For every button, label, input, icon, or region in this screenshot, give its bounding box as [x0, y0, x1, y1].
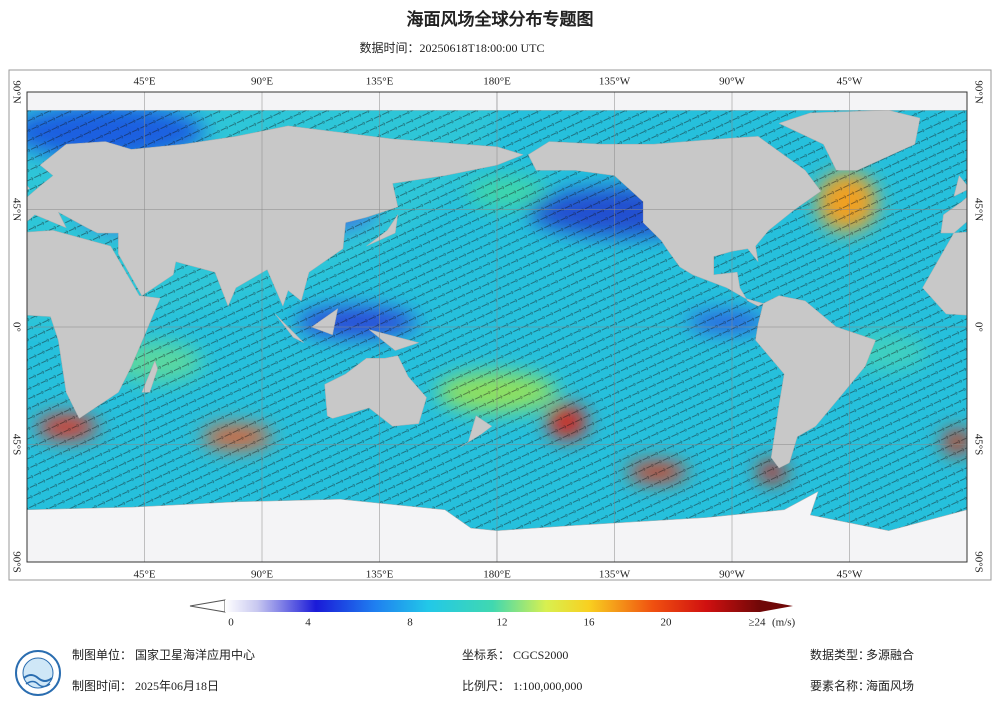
continent: [27, 230, 161, 419]
continent: [366, 214, 399, 247]
footer-label: 要素名称：: [810, 678, 870, 693]
graticule: [27, 92, 967, 562]
lat-label-right: 90°S: [972, 551, 984, 573]
lat-label-right: 45°N: [972, 198, 984, 221]
colorbar-label: 4: [305, 617, 311, 629]
continent: [311, 308, 339, 336]
lat-label-left: 90°S: [10, 551, 22, 573]
continent: [27, 125, 524, 307]
lat-label-right: 0°: [972, 322, 984, 332]
footer: 制图单位： 国家卫星海洋应用中心 坐标系： CGCS2000 数据类型：多源融合制图时间…: [72, 647, 914, 693]
colorbar: [225, 600, 760, 612]
lon-label-top: 90°W: [719, 76, 745, 88]
lon-label-top: 45°E: [133, 76, 155, 88]
footer-label: 比例尺：: [462, 679, 510, 693]
colorbar-low: [189, 599, 226, 613]
footer-value: 国家卫星海洋应用中心: [135, 647, 255, 662]
footer-label: 数据类型：: [810, 647, 870, 662]
continent: [368, 329, 420, 351]
colorbar-label: 16: [584, 617, 596, 629]
lon-label-top: 135°E: [366, 76, 394, 88]
continent: [141, 360, 158, 393]
lon-label-top: 90°E: [251, 76, 273, 88]
footer-value: 海面风场: [866, 678, 914, 693]
lon-label-bottom: 45°W: [837, 569, 863, 581]
footer-label: 制图时间：: [72, 679, 132, 693]
lon-label-top: 45°W: [837, 76, 863, 88]
continent: [755, 295, 876, 469]
logo: [15, 650, 61, 696]
map-border: [26, 91, 968, 563]
lat-label-left: 0°: [10, 322, 22, 332]
colorbar-label: 20: [661, 617, 673, 629]
footer-label: 坐标系：: [462, 648, 510, 662]
lat-label-right: 90°N: [972, 80, 984, 103]
lon-label-bottom: 135°E: [366, 569, 394, 581]
ice: [496, 92, 967, 111]
lon-label-bottom: 45°E: [133, 569, 155, 581]
map-body: [27, 92, 967, 562]
lon-label-bottom: 180°E: [483, 569, 511, 581]
map-frame: [8, 69, 992, 581]
lon-label-top: 180°E: [483, 76, 511, 88]
colorbar-label: 0: [228, 617, 234, 629]
footer-value: 1:100,000,000: [513, 679, 582, 693]
continent: [27, 184, 30, 191]
continent: [953, 175, 967, 197]
ice: [27, 92, 498, 111]
axis-labels: 45°E 45°E 90°E 90°E 135°E 135°E 180°E 180°E 135°…: [10, 76, 984, 581]
footer-value: CGCS2000: [513, 648, 568, 662]
footer-label: 制图单位：: [72, 647, 132, 662]
lon-label-bottom: 135°W: [599, 569, 631, 581]
lon-label-bottom: 90°W: [719, 569, 745, 581]
continent: [324, 355, 427, 427]
continent: [460, 415, 493, 448]
colorbar-label: ≥24: [748, 617, 766, 629]
lat-label-right: 45°S: [972, 434, 984, 456]
footer-value: 2025年06月18日: [135, 679, 219, 693]
colorbar-label: 8: [407, 617, 413, 629]
continent: [274, 313, 304, 343]
colorbar-labels: 0 4 8 12 16 20 ≥24 (m/s): [228, 617, 795, 629]
colorbar-unit: (m/s): [772, 617, 796, 629]
lat-label-left: 45°S: [10, 434, 22, 456]
lat-label-left: 90°N: [10, 80, 22, 103]
lat-label-left: 45°N: [10, 198, 22, 221]
colorbar-high: [760, 600, 793, 612]
continent: [922, 231, 967, 316]
title: 海面风场全球分布专题图: [407, 9, 594, 30]
colorbar-label: 12: [497, 617, 508, 629]
lon-label-bottom: 90°E: [251, 569, 273, 581]
lon-label-top: 135°W: [599, 76, 631, 88]
footer-value: 多源融合: [866, 647, 914, 662]
subtitle: 数据时间：20250618T18:00:00 UTC: [360, 40, 545, 55]
continent: [940, 196, 967, 234]
continent: [527, 136, 822, 307]
